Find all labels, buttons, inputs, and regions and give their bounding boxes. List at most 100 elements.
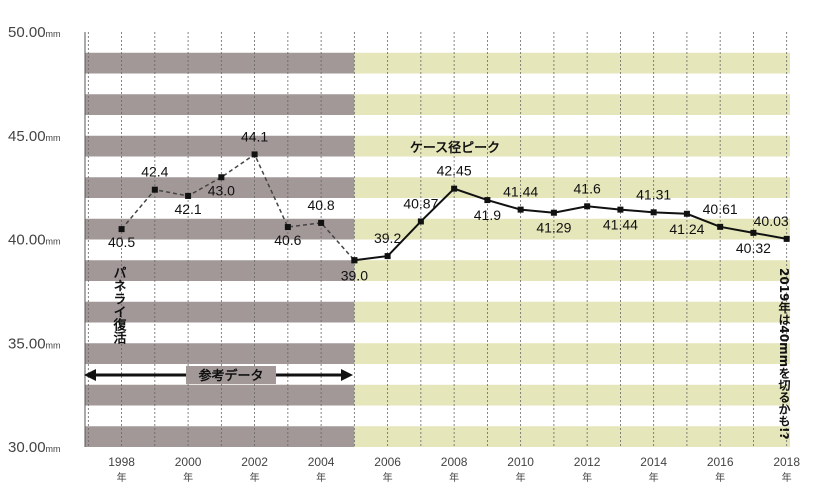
reference-band-stripe	[85, 177, 355, 198]
x-tick-suffix: 年	[316, 471, 326, 484]
x-tick-label: 2014	[640, 455, 667, 469]
reference-band-stripe	[85, 343, 355, 364]
data-label: 41.44	[603, 217, 638, 233]
data-point	[351, 257, 358, 264]
data-label: 43.0	[208, 182, 235, 198]
data-label: 40.5	[108, 234, 135, 250]
data-label: 41.24	[669, 221, 704, 237]
x-tick-label: 1998	[108, 455, 135, 469]
recent-band-stripe	[354, 343, 790, 364]
reference-band-stripe	[85, 135, 355, 157]
series-points	[118, 151, 790, 264]
data-label: 41.31	[636, 186, 671, 202]
data-label: 40.8	[307, 197, 334, 213]
x-tick-label: 2006	[374, 455, 401, 469]
data-point	[617, 206, 624, 213]
recent-band-stripe	[354, 301, 790, 323]
reference-data-label: 参考データ	[198, 368, 263, 384]
reference-band-stripe	[85, 94, 355, 115]
case-peak-label: ケース径ピーク	[410, 140, 500, 156]
data-point	[284, 224, 291, 231]
data-point	[750, 229, 757, 236]
x-tick-label: 2018	[773, 455, 800, 469]
x-tick-label: 2002	[241, 455, 268, 469]
data-label: 40.61	[703, 201, 738, 217]
reference-band-stripe	[85, 426, 355, 447]
data-label: 42.4	[141, 164, 168, 180]
data-label: 41.6	[574, 180, 601, 196]
recent-band-stripe	[354, 426, 790, 447]
y-tick-label: 50.00mm	[8, 24, 61, 41]
forecast-note: 2019年は40mmを切るかも!?	[777, 268, 791, 440]
data-label: 42.45	[437, 163, 472, 179]
x-tick-suffix: 年	[117, 471, 127, 484]
x-tick-labels: 1998 年 2000 年 2002 年 2004 年 2006 年 2008 年 2010 年 2012 年…	[108, 455, 800, 484]
x-tick-suffix: 年	[383, 471, 393, 484]
panerai-revival-label: パネライ復活	[111, 266, 128, 345]
recent-band-stripe	[354, 52, 790, 74]
x-tick-suffix: 年	[715, 471, 725, 484]
data-point	[717, 223, 724, 230]
reference-label-bg	[186, 366, 276, 384]
x-tick-suffix: 年	[649, 471, 659, 484]
reference-band-stripe	[85, 301, 355, 323]
recent-series-line	[354, 187, 787, 262]
recent-band-stripe	[354, 260, 790, 281]
y-tick-label: 35.00mm	[8, 335, 61, 352]
data-point	[185, 192, 192, 199]
x-tick-label: 2012	[574, 455, 601, 469]
data-label: 41.44	[503, 184, 538, 200]
year-gridlines	[87, 32, 788, 447]
data-point	[584, 203, 591, 210]
data-point	[384, 253, 391, 260]
data-point	[484, 197, 491, 204]
reference-arrow-left-head	[84, 369, 96, 381]
data-label: 41.29	[536, 220, 571, 236]
data-point	[417, 218, 424, 225]
data-point	[251, 151, 258, 158]
background-bands	[85, 52, 790, 447]
recent-band-stripe	[354, 384, 790, 406]
x-tick-suffix: 年	[183, 471, 193, 484]
data-point	[451, 185, 458, 192]
reference-data-annotation: 参考データ	[84, 366, 353, 384]
recent-band-stripe	[354, 94, 790, 115]
reference-band-stripe	[85, 384, 355, 406]
data-label: 40.03	[754, 213, 789, 229]
data-labels: 40.5 42.4 42.1 43.0 44.1 40.6 40.8 39.0 39.2 40.8…	[108, 128, 789, 283]
x-tick-label: 2016	[707, 455, 734, 469]
data-point	[151, 186, 158, 193]
series-lines	[121, 153, 787, 262]
x-tick-label: 2004	[308, 455, 335, 469]
x-tick-label: 2010	[507, 455, 534, 469]
data-point	[650, 209, 657, 216]
reference-series-line	[121, 153, 355, 261]
x-tick-suffix: 年	[516, 471, 526, 484]
reference-arrow-right-head	[341, 369, 353, 381]
data-point	[783, 235, 790, 242]
x-tick-suffix: 年	[250, 471, 260, 484]
data-point	[318, 219, 325, 226]
x-tick-label: 2000	[175, 455, 202, 469]
data-label: 40.32	[736, 240, 771, 256]
x-tick-suffix: 年	[782, 471, 792, 484]
data-label: 41.9	[474, 207, 501, 223]
y-tick-labels: 50.00mm 45.00mm 40.00mm 35.00mm 30.00mm	[8, 24, 61, 456]
y-tick-label: 40.00mm	[8, 232, 61, 249]
x-tick-suffix: 年	[582, 471, 592, 484]
data-label: 44.1	[241, 128, 268, 144]
reference-band-stripe	[85, 260, 355, 281]
data-point	[550, 209, 557, 216]
data-label: 39.0	[341, 267, 368, 283]
data-point	[118, 226, 125, 233]
x-tick-label: 2008	[441, 455, 468, 469]
x-tick-suffix: 年	[449, 471, 459, 484]
y-tick-label: 45.00mm	[8, 128, 61, 145]
data-label: 40.6	[274, 232, 301, 248]
reference-band-stripe	[85, 52, 355, 74]
data-label: 40.87	[403, 195, 438, 211]
recent-band-stripe	[354, 218, 790, 240]
data-label: 39.2	[374, 230, 401, 246]
data-label: 42.1	[174, 201, 201, 217]
